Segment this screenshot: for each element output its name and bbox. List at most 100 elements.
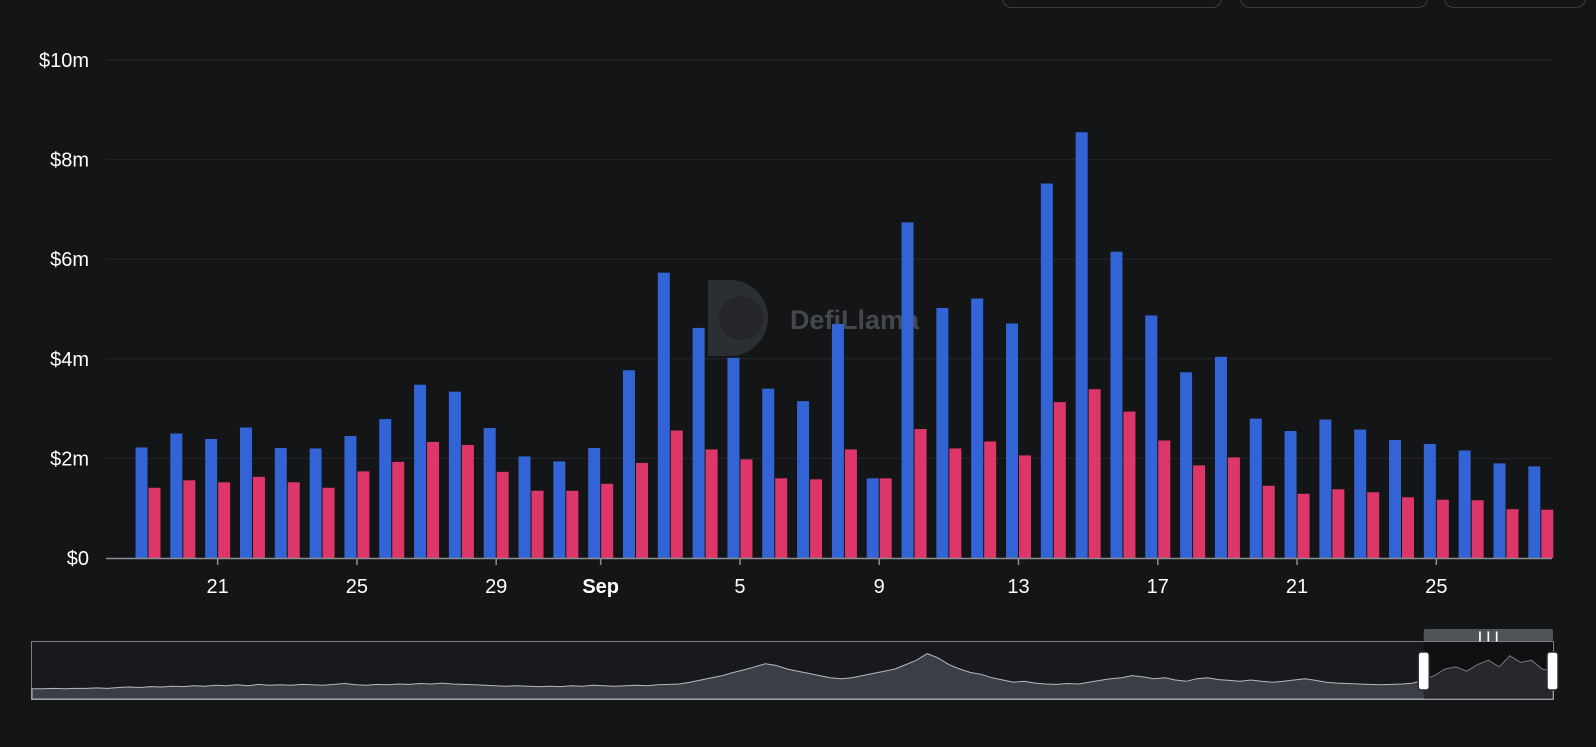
x-tick-label: 17 <box>1147 576 1169 598</box>
bar-series-2[interactable] <box>1019 455 1031 558</box>
bar-series-2[interactable] <box>810 479 823 558</box>
bar-series-2[interactable] <box>183 480 196 558</box>
x-tick-label: 25 <box>1425 576 1447 598</box>
bar-series-1[interactable] <box>831 323 844 558</box>
bar-series-2[interactable] <box>1506 509 1519 558</box>
bar-series-2[interactable] <box>844 449 857 558</box>
bar-series-1[interactable] <box>971 298 984 558</box>
bar-series-1[interactable] <box>414 384 427 558</box>
x-tick-label: Sep <box>582 576 619 598</box>
bar-series-2[interactable] <box>635 462 648 558</box>
bar-series-1[interactable] <box>553 461 566 558</box>
bar-series-2[interactable] <box>1436 499 1449 558</box>
x-tick-label: 9 <box>874 576 885 598</box>
bar-series-1[interactable] <box>379 419 392 558</box>
bar-series-2[interactable] <box>670 430 683 558</box>
bar-series-1[interactable] <box>622 370 635 558</box>
bar-series-1[interactable] <box>1423 443 1436 558</box>
x-tick-label: 5 <box>734 576 745 598</box>
bar-series-1[interactable] <box>901 222 914 558</box>
bar-series-1[interactable] <box>797 401 810 558</box>
bar-series-1[interactable] <box>1528 466 1541 558</box>
bar-series-2[interactable] <box>1262 485 1275 558</box>
bar-series-1[interactable] <box>205 438 218 558</box>
bar-series-2[interactable] <box>566 490 579 558</box>
zoom-handle-left[interactable] <box>1417 651 1430 691</box>
bar-series-1[interactable] <box>135 447 148 558</box>
bar-series-1[interactable] <box>1075 132 1088 558</box>
bar-series-2[interactable] <box>984 441 997 558</box>
bar-series-2[interactable] <box>1297 493 1310 558</box>
bar-series-2[interactable] <box>322 487 335 558</box>
y-axis-ticks: $0 $2m $4m $6m $8m $10m <box>39 50 89 570</box>
bar-series-1[interactable] <box>274 447 287 558</box>
bar-series-2[interactable] <box>148 487 161 558</box>
bar-series-1[interactable] <box>1214 356 1227 558</box>
bar-series-2[interactable] <box>531 490 544 558</box>
bar-series-1[interactable] <box>692 327 705 558</box>
bar-series-2[interactable] <box>1053 402 1066 558</box>
toolbar-control-1[interactable] <box>1002 0 1222 8</box>
bar-series-1[interactable] <box>1006 323 1018 558</box>
bar-series-2[interactable] <box>1402 497 1415 558</box>
bar-series-2[interactable] <box>1471 500 1484 558</box>
bar-series-1[interactable] <box>727 357 740 558</box>
bar-series-1[interactable] <box>1040 183 1053 559</box>
bar-series-1[interactable] <box>1110 251 1123 559</box>
toolbar-control-2[interactable] <box>1240 0 1428 8</box>
bar-series-1[interactable] <box>239 427 252 558</box>
bar-series-2[interactable] <box>1123 411 1136 558</box>
bar-series-1[interactable] <box>170 433 183 559</box>
bar-series-1[interactable] <box>588 447 601 558</box>
bar-series-2[interactable] <box>601 483 614 558</box>
bar-series-2[interactable] <box>461 444 474 558</box>
zoom-drag-bar[interactable] <box>1423 629 1553 641</box>
bar-series-1[interactable] <box>1354 429 1367 558</box>
bar-series-2[interactable] <box>1332 489 1345 558</box>
zoom-selection-window <box>1423 642 1553 699</box>
bar-series-1[interactable] <box>1319 419 1332 558</box>
bar-series-2[interactable] <box>775 478 788 558</box>
bar-series-1[interactable] <box>1389 439 1402 558</box>
bar-series-1[interactable] <box>1145 315 1158 558</box>
watermark: DefiLlama <box>708 280 920 356</box>
bar-series-1[interactable] <box>866 478 879 558</box>
bar-series-1[interactable] <box>309 448 322 558</box>
y-tick-label: $8m <box>50 150 89 172</box>
bar-series-2[interactable] <box>218 482 231 558</box>
bar-series-1[interactable] <box>1458 450 1471 558</box>
toolbar-control-3[interactable] <box>1444 0 1586 8</box>
bar-series-2[interactable] <box>287 482 300 558</box>
bar-series-1[interactable] <box>657 272 670 558</box>
bar-series-2[interactable] <box>392 461 405 558</box>
bar-series-2[interactable] <box>949 448 962 558</box>
zoom-handle-right[interactable] <box>1546 651 1559 691</box>
x-tick-label: 25 <box>346 576 368 598</box>
bar-series-2[interactable] <box>740 459 753 558</box>
bar-series-1[interactable] <box>1180 372 1193 558</box>
bar-series-2[interactable] <box>1227 457 1240 558</box>
bar-series-2[interactable] <box>879 478 892 558</box>
zoom-slider[interactable]: ❙❙❙ <box>31 629 1559 700</box>
bar-series-2[interactable] <box>1088 389 1101 558</box>
bar-series-2[interactable] <box>496 471 509 558</box>
bar-series-2[interactable] <box>705 449 718 558</box>
bar-series-1[interactable] <box>936 308 949 558</box>
bar-series-1[interactable] <box>762 388 775 558</box>
bar-series-1[interactable] <box>518 456 531 558</box>
bar-series-1[interactable] <box>448 391 461 558</box>
bar-series-2[interactable] <box>1158 440 1171 558</box>
bar-series-1[interactable] <box>1284 431 1297 558</box>
bar-series-2[interactable] <box>1193 465 1206 558</box>
bar-series-1[interactable] <box>344 435 357 558</box>
bar-series-2[interactable] <box>427 441 440 558</box>
bar-series-2[interactable] <box>252 476 265 558</box>
bar-series-1[interactable] <box>483 428 496 558</box>
bar-series-2[interactable] <box>1541 509 1554 558</box>
bar-series-2[interactable] <box>1367 492 1380 558</box>
bar-series-2[interactable] <box>914 429 927 558</box>
bar-series-1[interactable] <box>1249 418 1262 558</box>
bar-series-2[interactable] <box>357 471 370 558</box>
bar-series-1[interactable] <box>1493 463 1506 558</box>
